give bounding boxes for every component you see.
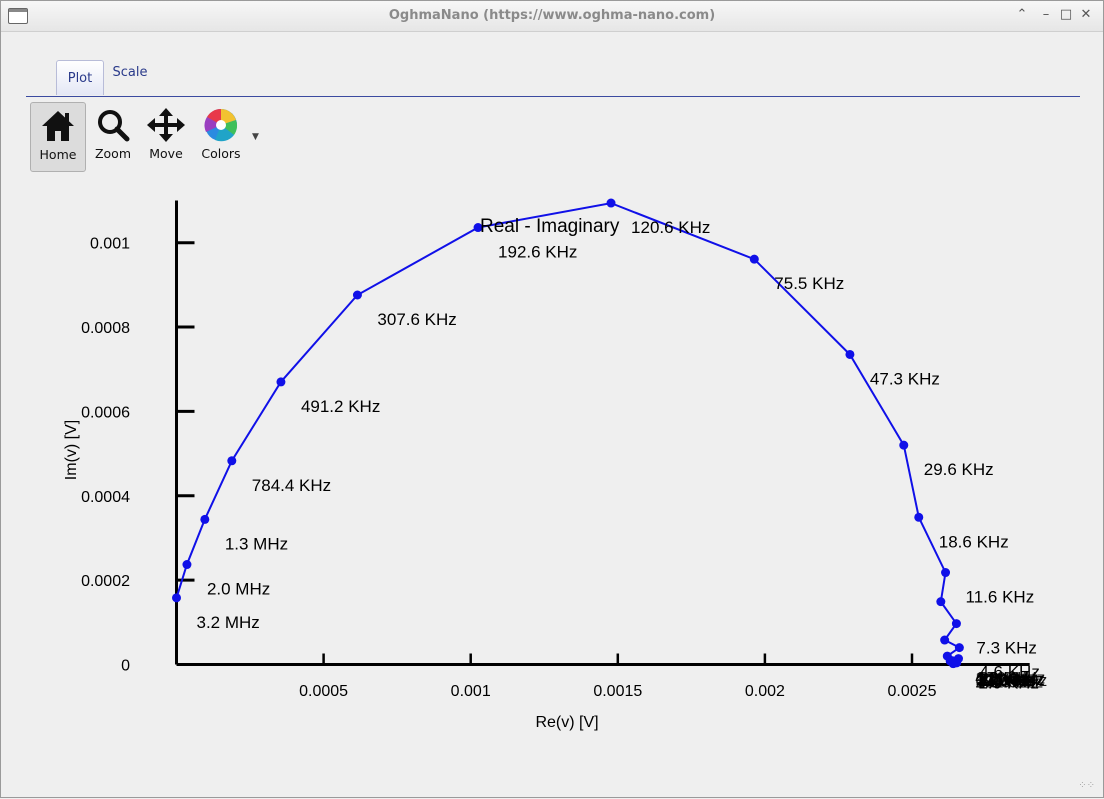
data-label: 2.0 MHz	[207, 580, 270, 599]
y-tick-label: 0.0008	[81, 320, 130, 337]
data-label-overlap: 711.0 Hz	[977, 670, 1044, 689]
data-label-overlap: 3.0 Hz	[977, 670, 1026, 689]
title-bar: OghmaNano (https://www.oghma-nano.com) ⌃…	[1, 1, 1103, 32]
window-title: OghmaNano (https://www.oghma-nano.com)	[388, 8, 716, 23]
data-label-overlap: 44.0 Hz	[977, 672, 1036, 691]
data-label: 120.6 KHz	[631, 218, 710, 237]
close-icon[interactable]: ✕	[1080, 7, 1092, 22]
data-label-overlap: 176.0 Hz	[977, 669, 1045, 688]
y-tick-label: 0.0004	[81, 489, 130, 506]
y-tick-label: 0.0006	[81, 404, 130, 421]
data-point	[749, 254, 759, 264]
data-point	[936, 597, 946, 607]
data-label: 784.4 KHz	[252, 476, 331, 495]
magnifier-icon	[98, 110, 130, 142]
resize-grip-icon[interactable]: ⁘⁘	[1078, 780, 1095, 791]
series-line	[175, 202, 963, 665]
y-tick-label: 0	[121, 658, 130, 675]
data-label: 11.6 KHz	[966, 588, 1035, 607]
data-label: 18.6 KHz	[939, 532, 1009, 551]
data-point	[200, 514, 210, 524]
data-label-overlap: 281.0 Hz	[975, 672, 1043, 691]
data-label: 1.3 MHz	[225, 534, 288, 553]
tab-scale[interactable]: Scale	[112, 65, 148, 80]
y-tick-label: 0.0002	[81, 573, 130, 590]
x-tick-label: 0.0005	[299, 683, 348, 700]
data-label: 2.9 KHz	[978, 674, 1038, 693]
y-tick-label: 0.001	[90, 236, 130, 253]
data-point	[276, 377, 286, 387]
home-icon	[42, 111, 74, 141]
data-point	[172, 593, 181, 603]
home-button[interactable]: Home	[30, 102, 86, 172]
x-tick-label: 0.0015	[593, 683, 642, 700]
plot-toolbar: Home Zoom Move	[30, 102, 290, 172]
data-label: 192.6 KHz	[498, 243, 577, 262]
data-point	[352, 290, 362, 300]
data-label-overlap: 7.0 Hz	[979, 672, 1028, 691]
data-label: 47.3 KHz	[870, 369, 940, 388]
zoom-button[interactable]: Zoom	[86, 102, 140, 170]
data-point	[940, 635, 950, 645]
data-label-overlap: 111.0 Hz	[979, 670, 1045, 689]
minimize-icon[interactable]: –	[1042, 7, 1050, 22]
data-point	[954, 643, 964, 653]
data-label-overlap: 2.0 Hz	[979, 671, 1028, 690]
x-tick-label: 0.0025	[888, 683, 937, 700]
data-label-overlap: 447.0 Hz	[979, 671, 1047, 690]
data-point	[899, 440, 909, 450]
data-label-overlap: 1.0 Hz	[975, 672, 1024, 691]
data-label-overlap: 28.0 Hz	[979, 669, 1038, 688]
data-point	[227, 456, 237, 466]
zoom-label: Zoom	[94, 146, 132, 161]
home-label: Home	[39, 147, 77, 162]
data-point	[941, 568, 951, 578]
data-point	[948, 659, 958, 669]
colors-label: Colors	[201, 146, 241, 161]
data-label: 3.2 MHz	[197, 613, 260, 632]
data-label: 75.5 KHz	[774, 274, 844, 293]
move-button[interactable]: Move	[139, 102, 193, 170]
data-label-overlap: 17.0 Hz	[975, 670, 1034, 689]
x-tick-label: 0.002	[745, 683, 785, 700]
color-wheel-icon	[204, 108, 238, 142]
data-label: 491.2 KHz	[301, 397, 380, 416]
move-arrows-icon	[147, 108, 185, 142]
tab-bar: Plot Scale	[26, 59, 1080, 97]
data-label-overlap: 1.8 KHz	[975, 669, 1035, 688]
chart-title: Real - Imaginary	[480, 216, 620, 237]
tab-plot[interactable]: Plot	[56, 60, 104, 95]
data-label: 29.6 KHz	[924, 460, 994, 479]
maximize-icon[interactable]: □	[1059, 7, 1073, 22]
app-icon	[8, 8, 28, 24]
data-label-overlap: 4.0 Hz	[975, 669, 1024, 688]
move-label: Move	[149, 146, 183, 161]
chevron-up-icon[interactable]: ⌃	[1016, 7, 1028, 22]
y-axis-label: Im(v) [V]	[63, 420, 80, 480]
data-label: 7.3 KHz	[976, 639, 1036, 658]
data-label-overlap: 69.0 Hz	[975, 671, 1034, 690]
colors-button[interactable]: Colors	[194, 102, 248, 170]
data-point	[845, 349, 855, 359]
data-label: 4.6 KHz	[979, 663, 1039, 682]
data-point	[951, 619, 961, 629]
data-label-overlap: 11.0 Hz	[977, 671, 1034, 690]
chevron-down-icon[interactable]: ▼	[252, 132, 259, 142]
data-point	[473, 223, 483, 233]
x-axis-label: Re(v) [V]	[535, 714, 598, 731]
data-label: 307.6 KHz	[377, 310, 456, 329]
data-point	[606, 198, 616, 208]
data-point	[182, 560, 192, 570]
data-point	[914, 512, 924, 522]
x-tick-label: 0.001	[451, 683, 491, 700]
